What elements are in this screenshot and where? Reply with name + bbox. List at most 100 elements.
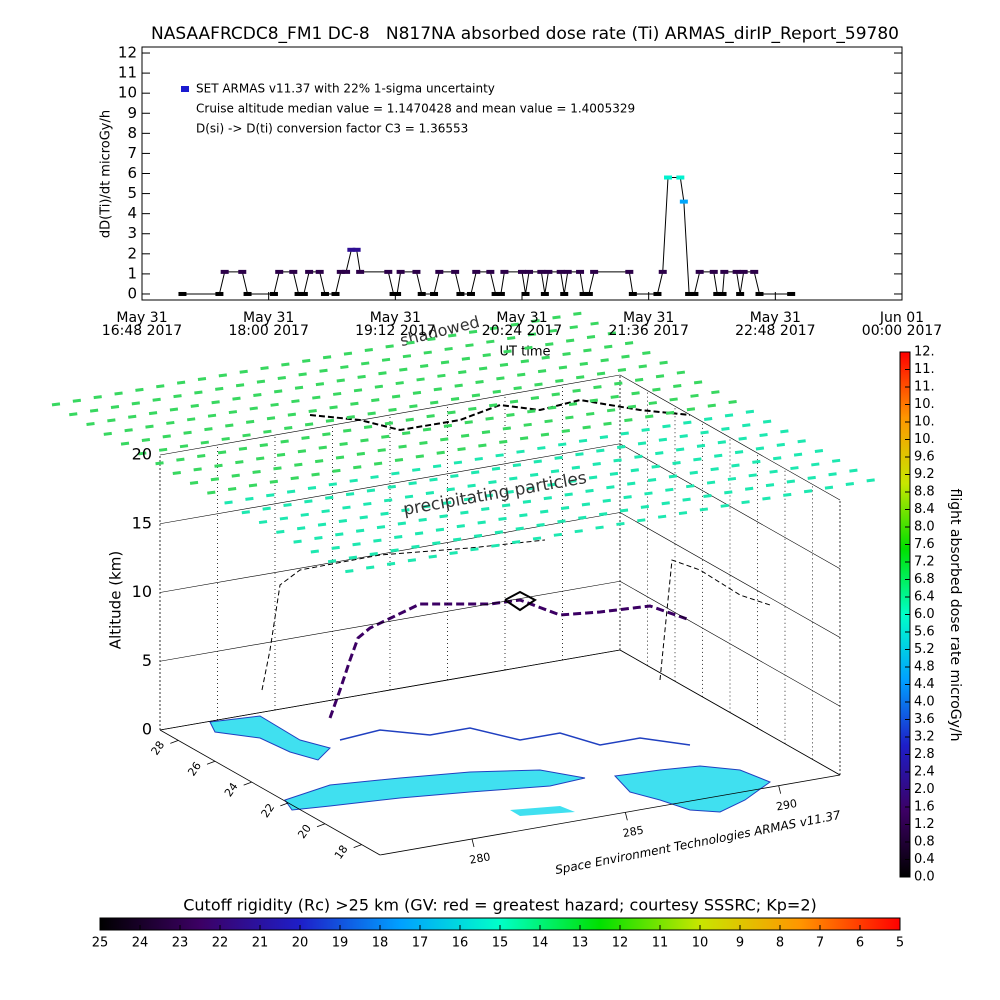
- point: [713, 291, 722, 296]
- particle-dash: [536, 523, 545, 528]
- particle-dash: [280, 439, 289, 444]
- particle-dash: [200, 440, 210, 445]
- particle-dash: [294, 385, 304, 390]
- particle-dash: [409, 404, 418, 409]
- particle-dash: [376, 525, 386, 530]
- particle-dash: [156, 384, 165, 389]
- particle-dash: [215, 386, 224, 391]
- point: [331, 291, 340, 296]
- particle-dash: [287, 412, 297, 417]
- point: [556, 269, 565, 274]
- particle-dash: [473, 533, 483, 538]
- particle-dash: [675, 447, 685, 452]
- particle-dash: [436, 450, 445, 455]
- particle-dash: [600, 358, 609, 363]
- colorbar-tick-label: 8.4: [914, 502, 935, 517]
- particle-dash: [158, 447, 168, 452]
- particle-dash: [321, 509, 330, 514]
- colorbar-tick-label: 2.4: [914, 765, 935, 780]
- particle-dash: [492, 389, 501, 394]
- particle-dash: [640, 504, 650, 509]
- point: [537, 269, 546, 274]
- point: [500, 269, 509, 274]
- grid-line: [619, 649, 841, 776]
- particle-dash: [235, 383, 245, 388]
- y-tick-label: 2: [127, 244, 137, 262]
- particle-dash: [245, 496, 254, 501]
- y-tick-label: 4: [127, 204, 137, 222]
- point: [625, 269, 634, 274]
- z-tick-label: 15: [132, 513, 152, 532]
- particle-dash: [607, 331, 617, 336]
- y-tick-label: 18: [332, 843, 351, 862]
- particle-dash: [488, 403, 498, 408]
- particle-dash: [176, 457, 185, 462]
- particle-dash: [752, 459, 761, 464]
- particle-dash: [304, 422, 314, 427]
- particle-dash: [494, 530, 504, 535]
- particle-dash: [807, 475, 816, 480]
- particle-dash: [548, 328, 558, 333]
- particle-dash: [678, 511, 688, 516]
- particle-dash: [207, 413, 217, 418]
- point: [496, 291, 505, 296]
- particle-dash: [668, 474, 678, 479]
- particle-dash: [217, 450, 227, 455]
- particle-dash: [412, 390, 422, 395]
- y-tick: [170, 740, 179, 744]
- point: [540, 291, 549, 296]
- particle-dash: [361, 361, 370, 366]
- y-tick-label: 28: [149, 739, 168, 758]
- particle-dash: [560, 505, 570, 510]
- particle-dash: [381, 434, 390, 439]
- particle-dash: [755, 446, 765, 451]
- particle-dash: [454, 383, 463, 388]
- particle-dash: [621, 354, 630, 359]
- particle-dash: [391, 471, 400, 476]
- particle-dash: [509, 476, 518, 481]
- y-tick-label: 12: [118, 44, 137, 62]
- particle-dash: [481, 507, 490, 512]
- particle-dash: [486, 339, 495, 344]
- particle-dash: [266, 416, 276, 421]
- point: [579, 291, 588, 296]
- x-tick-label: 16:48 2017: [102, 323, 182, 339]
- particle-dash: [571, 465, 581, 470]
- particle-dash: [731, 463, 740, 468]
- particle-dash: [741, 500, 750, 505]
- particle-dash: [408, 481, 417, 486]
- particle-dash: [481, 430, 491, 435]
- grid-line: [159, 374, 621, 456]
- particle-dash: [453, 537, 462, 542]
- particle-dash: [634, 377, 644, 382]
- particle-dash: [435, 527, 445, 532]
- particle-dash: [576, 375, 585, 380]
- particle-dash: [586, 334, 596, 339]
- particle-dash: [565, 338, 575, 343]
- particle-dash: [373, 538, 382, 543]
- particle-dash: [596, 371, 606, 376]
- particle-dash: [397, 521, 407, 526]
- particle-dash: [131, 401, 141, 406]
- particle-dash: [384, 421, 394, 426]
- particle-dash: [642, 350, 651, 355]
- particle-dash: [235, 460, 244, 465]
- point: [560, 291, 569, 296]
- particle-dash: [107, 418, 116, 423]
- point: [690, 291, 699, 296]
- point: [787, 291, 796, 296]
- particle-dash: [402, 354, 412, 359]
- z-tick-label: 20: [132, 445, 152, 464]
- colorbar-tick-label: 1.6: [914, 800, 935, 815]
- particle-dash: [551, 392, 560, 397]
- particle-dash: [401, 431, 411, 436]
- colorbar-tick-label: 5: [896, 936, 904, 951]
- particle-dash: [281, 362, 290, 367]
- point: [685, 291, 694, 296]
- particle-dash: [641, 427, 650, 432]
- particle-dash: [471, 470, 480, 475]
- point: [243, 291, 252, 296]
- particle-dash: [582, 425, 591, 430]
- legend-marker: [181, 86, 189, 92]
- particle-dash: [762, 496, 771, 501]
